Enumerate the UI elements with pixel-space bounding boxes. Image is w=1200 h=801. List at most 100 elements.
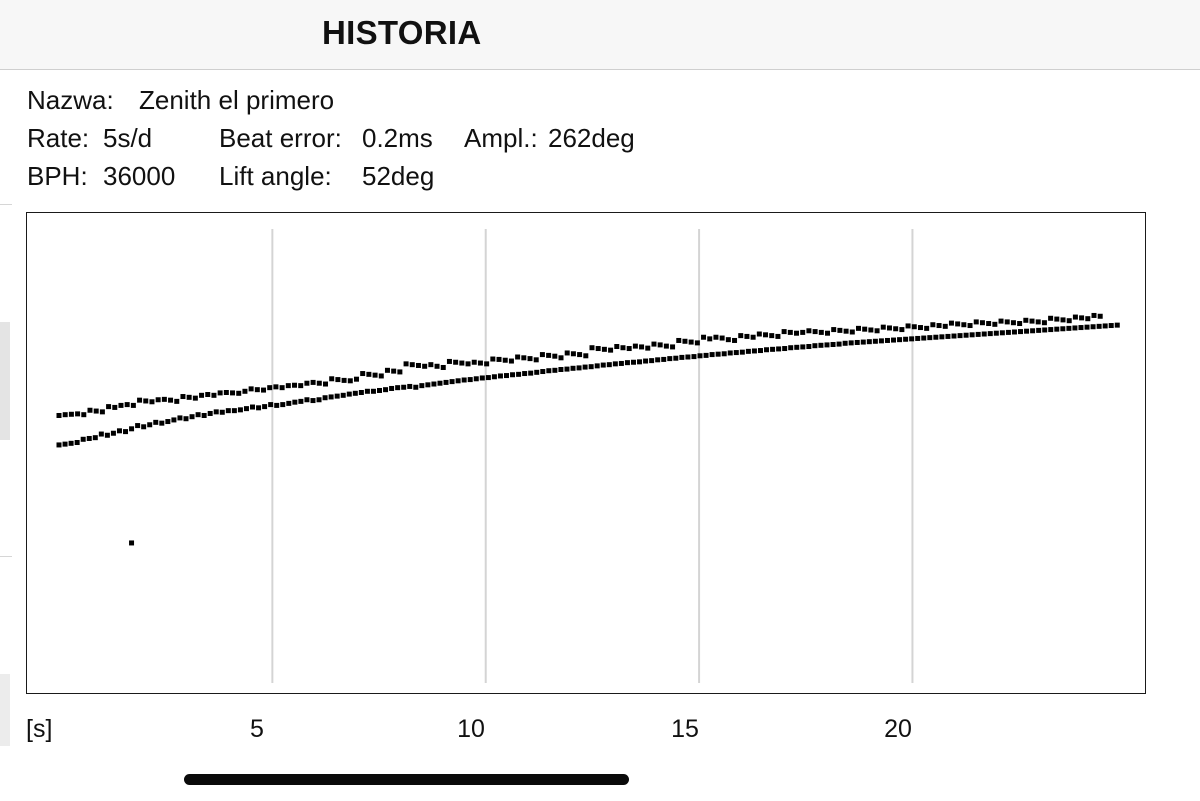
data-point bbox=[691, 354, 697, 360]
data-point bbox=[905, 323, 911, 329]
data-point bbox=[564, 350, 570, 356]
data-point bbox=[1114, 322, 1120, 328]
data-point bbox=[1066, 325, 1072, 331]
data-point bbox=[533, 357, 539, 363]
data-point bbox=[461, 377, 467, 383]
data-point bbox=[818, 329, 824, 335]
data-point bbox=[679, 354, 685, 360]
data-point bbox=[322, 381, 328, 387]
data-point bbox=[213, 409, 219, 415]
data-point bbox=[776, 346, 782, 352]
data-point bbox=[129, 540, 135, 546]
data-point bbox=[570, 365, 576, 371]
data-point bbox=[709, 352, 715, 358]
data-point bbox=[540, 369, 546, 375]
data-point bbox=[397, 369, 403, 375]
data-point bbox=[601, 346, 607, 352]
data-point bbox=[347, 378, 353, 384]
data-point bbox=[957, 333, 963, 339]
data-point bbox=[589, 345, 595, 351]
data-point bbox=[854, 339, 860, 345]
data-point bbox=[685, 354, 691, 360]
rate-label: Rate: bbox=[27, 123, 90, 153]
data-point bbox=[243, 406, 249, 412]
data-point bbox=[558, 367, 564, 373]
data-point bbox=[899, 327, 905, 333]
data-point bbox=[1072, 325, 1078, 331]
data-point bbox=[649, 358, 655, 364]
data-point bbox=[99, 409, 105, 415]
rate-value: 5s/d bbox=[103, 123, 153, 153]
data-point bbox=[1048, 327, 1054, 333]
data-point bbox=[558, 355, 564, 361]
data-point bbox=[886, 325, 892, 331]
data-point bbox=[1090, 324, 1096, 330]
data-point bbox=[824, 342, 830, 348]
data-point bbox=[969, 332, 975, 338]
data-point bbox=[384, 367, 390, 373]
navigation-bar: HISTORIA bbox=[0, 0, 1200, 70]
data-point bbox=[415, 362, 421, 368]
data-point bbox=[389, 385, 395, 391]
data-point bbox=[471, 359, 477, 365]
data-point bbox=[192, 395, 198, 401]
data-point bbox=[1091, 312, 1097, 318]
data-point bbox=[600, 362, 606, 368]
data-point bbox=[98, 431, 104, 437]
data-point bbox=[341, 377, 347, 383]
data-point bbox=[250, 404, 256, 410]
data-point bbox=[945, 333, 951, 339]
data-point bbox=[153, 419, 159, 425]
data-point bbox=[316, 397, 322, 403]
data-point bbox=[155, 397, 161, 403]
data-point bbox=[391, 368, 397, 374]
panel-edge-strip bbox=[0, 674, 10, 746]
data-point bbox=[453, 359, 459, 365]
data-point bbox=[843, 328, 849, 334]
data-point bbox=[1042, 327, 1048, 333]
data-point bbox=[764, 347, 770, 353]
data-point bbox=[583, 353, 589, 359]
data-point bbox=[651, 341, 657, 347]
data-point bbox=[897, 337, 903, 343]
beat-error-value: 0.2ms bbox=[362, 123, 433, 153]
panel-edge-strip bbox=[0, 322, 10, 440]
data-point bbox=[848, 340, 854, 346]
data-point bbox=[915, 335, 921, 341]
data-point bbox=[1036, 327, 1042, 333]
home-indicator[interactable] bbox=[184, 774, 629, 785]
data-point bbox=[256, 405, 262, 411]
data-point bbox=[207, 410, 213, 416]
data-point bbox=[465, 361, 471, 367]
data-point bbox=[594, 363, 600, 369]
data-point bbox=[855, 325, 861, 331]
data-point bbox=[219, 409, 225, 415]
data-point bbox=[328, 394, 334, 400]
data-point bbox=[230, 390, 236, 396]
data-point bbox=[180, 394, 186, 400]
data-point bbox=[248, 386, 254, 392]
data-point bbox=[775, 333, 781, 339]
data-point bbox=[655, 357, 661, 363]
data-point bbox=[358, 389, 364, 395]
data-point bbox=[667, 356, 673, 362]
data-point bbox=[1018, 329, 1024, 335]
data-point bbox=[903, 336, 909, 342]
data-point bbox=[459, 360, 465, 366]
data-point bbox=[606, 362, 612, 368]
data-point bbox=[508, 358, 514, 364]
data-point bbox=[516, 371, 522, 377]
data-point bbox=[168, 397, 174, 403]
data-point bbox=[1024, 328, 1030, 334]
data-point bbox=[401, 384, 407, 390]
data-point bbox=[81, 412, 87, 418]
data-point bbox=[564, 366, 570, 372]
data-point bbox=[682, 338, 688, 344]
data-point bbox=[806, 328, 812, 334]
data-point bbox=[304, 397, 310, 403]
data-point bbox=[936, 323, 942, 329]
data-point bbox=[849, 329, 855, 335]
data-point bbox=[963, 332, 969, 338]
data-point bbox=[1017, 321, 1023, 327]
x-tick-label: 20 bbox=[884, 715, 912, 743]
